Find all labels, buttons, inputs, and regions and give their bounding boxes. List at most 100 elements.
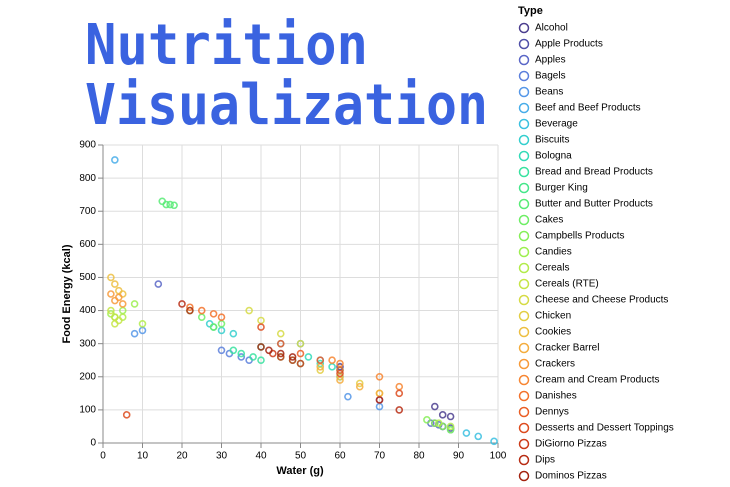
point <box>430 402 439 411</box>
legend-label: Cereals <box>535 263 569 274</box>
legend-label: Cakes <box>535 215 563 226</box>
point <box>296 339 305 348</box>
point <box>344 392 352 401</box>
x-tick-label: 50 <box>295 451 307 462</box>
point <box>245 306 253 315</box>
point <box>118 300 127 308</box>
point <box>304 353 313 361</box>
legend-symbol <box>518 246 530 258</box>
point <box>122 411 131 419</box>
point <box>462 429 471 437</box>
legend-symbol <box>518 134 530 146</box>
y-tick-label: 300 <box>79 338 96 349</box>
point <box>316 356 325 365</box>
point <box>328 356 336 365</box>
point <box>328 363 336 371</box>
y-tick-label: 200 <box>79 371 96 382</box>
legend-symbol <box>518 358 530 370</box>
legend-symbol <box>518 86 530 98</box>
y-tick-label: 100 <box>79 405 96 416</box>
point <box>355 379 364 388</box>
point <box>296 359 305 368</box>
legend-label: Dominos Pizzas <box>535 471 607 482</box>
legend-label: Bagels <box>535 71 566 82</box>
legend-label: Cereals (RTE) <box>535 279 599 290</box>
legend-label: Apples <box>535 55 566 66</box>
x-axis-title: Water (g) <box>276 465 324 477</box>
point <box>166 200 174 209</box>
y-tick-label: 600 <box>79 239 96 250</box>
point <box>438 411 447 419</box>
legend-symbol <box>518 70 530 82</box>
legend-label: Beverage <box>535 119 578 130</box>
legend-symbol <box>518 118 530 130</box>
point <box>257 323 265 331</box>
legend-title: Type <box>518 5 543 17</box>
point <box>446 412 455 421</box>
point <box>446 425 455 434</box>
legend-label: Cheese and Cheese Products <box>535 295 668 306</box>
legend-label: Alcohol <box>535 23 568 34</box>
y-tick-label: 500 <box>79 272 96 283</box>
point <box>395 389 404 398</box>
legend-label: Dips <box>535 455 555 466</box>
point <box>138 319 147 328</box>
legend-symbol <box>518 38 530 50</box>
x-tick-label: 60 <box>334 451 346 462</box>
legend-symbol <box>518 262 530 274</box>
x-tick-label: 40 <box>255 451 267 462</box>
y-tick-label: 700 <box>79 206 96 217</box>
x-tick-label: 0 <box>100 451 106 462</box>
point <box>237 349 246 358</box>
point <box>107 306 115 315</box>
point <box>316 366 325 374</box>
legend-label: Burger King <box>535 183 588 194</box>
point <box>229 346 238 355</box>
legend-symbol <box>518 230 530 242</box>
legend-label: Butter and Butter Products <box>535 199 653 210</box>
point <box>217 313 226 321</box>
legend-label: Cream and Cream Products <box>535 375 660 386</box>
point <box>375 396 384 404</box>
legend-label: Candies <box>535 247 572 258</box>
chart-title: Nutrition <box>85 13 368 78</box>
legend-symbol <box>518 102 530 114</box>
point <box>111 156 119 164</box>
legend-symbol <box>518 22 530 34</box>
point <box>237 353 246 361</box>
point <box>229 329 238 338</box>
point <box>276 329 285 338</box>
point <box>170 201 178 210</box>
legend-symbol <box>518 182 530 194</box>
legend-label: Biscuits <box>535 135 569 146</box>
x-tick-label: 10 <box>137 451 149 462</box>
point <box>186 306 194 315</box>
legend-label: DiGiorno Pizzas <box>535 439 607 450</box>
legend-label: Apple Products <box>535 39 603 50</box>
legend-label: Bologna <box>535 151 572 162</box>
point <box>111 319 119 328</box>
point <box>395 406 404 414</box>
y-tick-label: 900 <box>79 140 96 151</box>
point <box>197 306 206 315</box>
point <box>288 353 297 361</box>
legend-symbol <box>518 406 530 418</box>
point <box>430 419 439 427</box>
x-tick-label: 80 <box>413 451 425 462</box>
legend-symbol <box>518 150 530 162</box>
y-tick-label: 0 <box>90 438 96 449</box>
legend-symbol <box>518 198 530 210</box>
point <box>111 280 119 288</box>
point <box>130 329 139 338</box>
point <box>336 366 344 374</box>
point <box>490 437 498 446</box>
x-tick-label: 100 <box>490 451 507 462</box>
point <box>130 300 139 308</box>
point <box>375 372 384 381</box>
point <box>446 422 455 431</box>
legend-symbol <box>518 326 530 338</box>
point <box>288 356 297 365</box>
point <box>107 290 115 298</box>
point <box>178 300 186 308</box>
